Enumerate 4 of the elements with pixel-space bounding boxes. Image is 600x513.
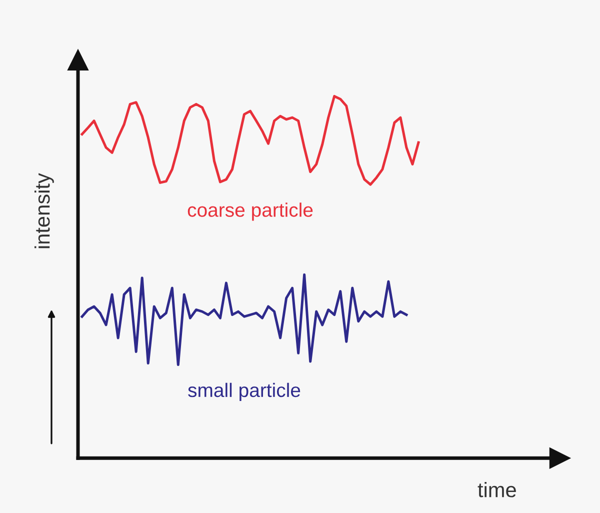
y-axis-title: intensity [34,173,54,248]
series-label: small particle [188,382,300,401]
series-label: coarse particle [188,202,313,221]
x-axis-title: time [478,482,516,498]
